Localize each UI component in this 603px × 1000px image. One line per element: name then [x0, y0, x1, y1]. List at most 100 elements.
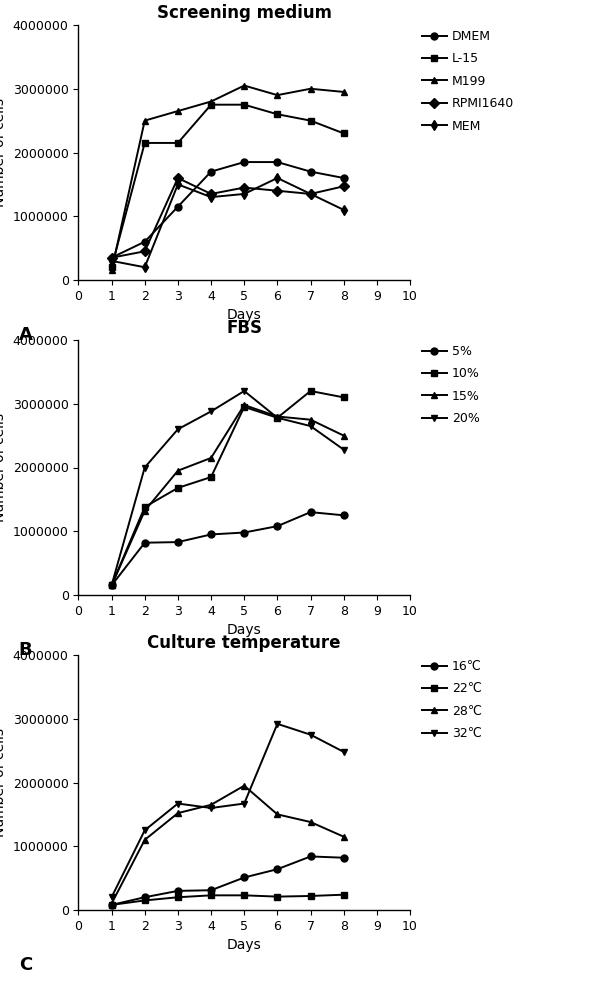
- Line: L-15: L-15: [108, 101, 347, 271]
- 20%: [340, 444, 347, 456]
- Title: Culture temperature: Culture temperature: [148, 634, 341, 652]
- 15%: [241, 399, 248, 411]
- MEM: [174, 178, 182, 190]
- 5%: [274, 520, 281, 532]
- 15%: [340, 430, 347, 442]
- 5%: [108, 579, 115, 591]
- 32℃: [241, 798, 248, 810]
- 16℃: [108, 899, 115, 911]
- Y-axis label: Number of cells: Number of cells: [0, 728, 7, 837]
- MEM: [207, 191, 215, 203]
- Line: 28℃: 28℃: [108, 782, 347, 907]
- Line: 5%: 5%: [108, 509, 347, 589]
- Line: 15%: 15%: [108, 402, 347, 589]
- Line: 10%: 10%: [108, 388, 347, 589]
- Text: C: C: [19, 956, 32, 974]
- 10%: [174, 482, 182, 494]
- Legend: 16℃, 22℃, 28℃, 32℃: 16℃, 22℃, 28℃, 32℃: [417, 655, 487, 745]
- M199: [207, 96, 215, 108]
- 5%: [307, 506, 314, 518]
- 22℃: [108, 899, 115, 911]
- MEM: [241, 188, 248, 200]
- MEM: [340, 204, 347, 216]
- M199: [174, 105, 182, 117]
- M199: [307, 83, 314, 95]
- Line: 20%: 20%: [108, 388, 347, 589]
- 5%: [174, 536, 182, 548]
- Line: M199: M199: [108, 82, 347, 274]
- X-axis label: Days: Days: [227, 308, 262, 322]
- 22℃: [241, 889, 248, 901]
- 32℃: [141, 824, 148, 836]
- 5%: [207, 528, 215, 540]
- MEM: [307, 188, 314, 200]
- L-15: [274, 108, 281, 120]
- 20%: [141, 462, 148, 474]
- 10%: [307, 385, 314, 397]
- 10%: [108, 579, 115, 591]
- L-15: [307, 115, 314, 127]
- 5%: [241, 527, 248, 539]
- L-15: [108, 261, 115, 273]
- 16℃: [307, 850, 314, 862]
- M199: [274, 89, 281, 101]
- RPMI1640: [141, 245, 148, 257]
- L-15: [174, 137, 182, 149]
- 28℃: [207, 799, 215, 811]
- Line: DMEM: DMEM: [108, 159, 347, 261]
- Y-axis label: Number of cells: Number of cells: [0, 98, 7, 207]
- 5%: [340, 509, 347, 521]
- 22℃: [141, 894, 148, 906]
- Text: B: B: [19, 641, 33, 659]
- 22℃: [174, 891, 182, 903]
- Legend: 5%, 10%, 15%, 20%: 5%, 10%, 15%, 20%: [417, 340, 485, 430]
- 10%: [141, 501, 148, 513]
- Title: Screening medium: Screening medium: [157, 4, 332, 22]
- 20%: [207, 405, 215, 417]
- 28℃: [174, 807, 182, 819]
- MEM: [108, 255, 115, 267]
- DMEM: [141, 236, 148, 248]
- RPMI1640: [241, 182, 248, 194]
- 20%: [274, 412, 281, 424]
- 16℃: [274, 863, 281, 875]
- RPMI1640: [340, 180, 347, 192]
- 20%: [241, 385, 248, 397]
- 22℃: [307, 890, 314, 902]
- Line: 32℃: 32℃: [108, 720, 347, 901]
- Line: MEM: MEM: [108, 175, 347, 271]
- 28℃: [108, 898, 115, 910]
- 22℃: [207, 889, 215, 901]
- 32℃: [174, 798, 182, 810]
- RPMI1640: [274, 185, 281, 197]
- X-axis label: Days: Days: [227, 938, 262, 952]
- 28℃: [141, 834, 148, 846]
- RPMI1640: [207, 188, 215, 200]
- 10%: [207, 471, 215, 483]
- X-axis label: Days: Days: [227, 623, 262, 637]
- Line: 16℃: 16℃: [108, 853, 347, 908]
- 16℃: [207, 884, 215, 896]
- MEM: [141, 261, 148, 273]
- L-15: [141, 137, 148, 149]
- 10%: [340, 391, 347, 403]
- 32℃: [207, 802, 215, 814]
- 32℃: [108, 891, 115, 903]
- M199: [241, 80, 248, 92]
- 32℃: [340, 746, 347, 758]
- Text: A: A: [19, 326, 33, 344]
- DMEM: [207, 166, 215, 178]
- 15%: [174, 465, 182, 477]
- DMEM: [241, 156, 248, 168]
- DMEM: [174, 201, 182, 213]
- MEM: [274, 172, 281, 184]
- M199: [141, 115, 148, 127]
- L-15: [241, 99, 248, 111]
- 22℃: [340, 889, 347, 901]
- 16℃: [340, 852, 347, 864]
- L-15: [340, 127, 347, 139]
- 5%: [141, 537, 148, 549]
- L-15: [207, 99, 215, 111]
- Line: 22℃: 22℃: [108, 891, 347, 908]
- DMEM: [108, 252, 115, 264]
